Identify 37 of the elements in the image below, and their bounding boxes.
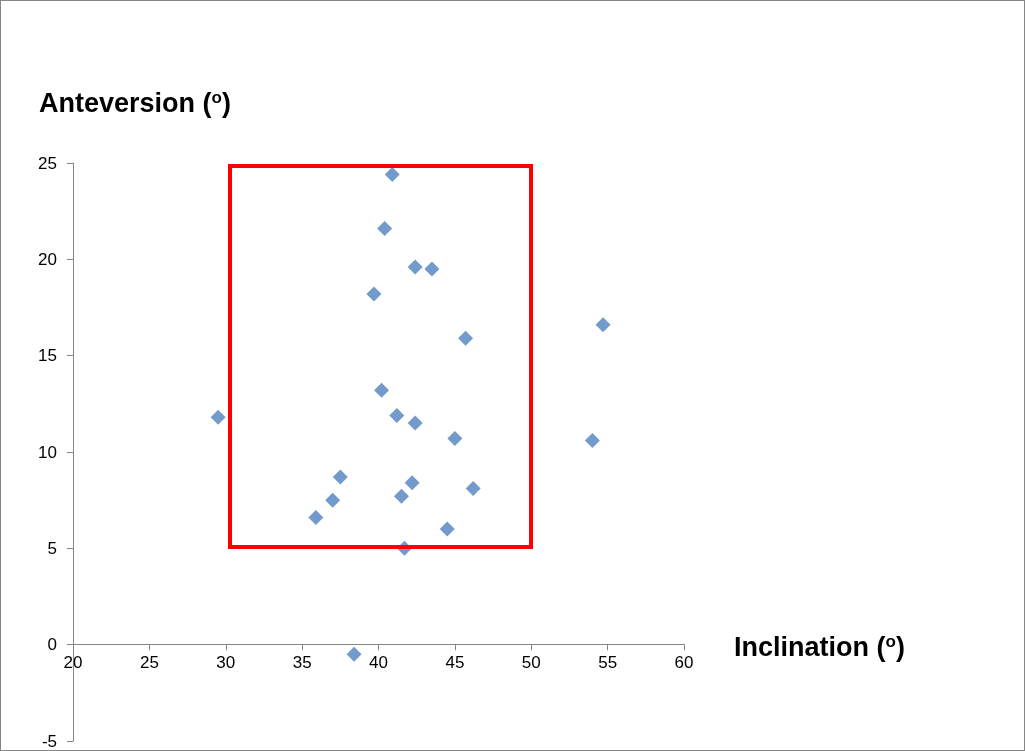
point <box>404 475 420 491</box>
x-tick-label: 35 <box>292 653 312 673</box>
point <box>332 469 348 485</box>
point <box>366 286 382 302</box>
point <box>447 431 463 447</box>
y-tick-label: 15 <box>38 346 57 366</box>
point <box>595 317 611 333</box>
point <box>377 221 393 237</box>
y-tick-label: 25 <box>38 153 57 173</box>
point <box>407 415 423 431</box>
x-tick-label: 45 <box>445 653 465 673</box>
point <box>308 510 324 526</box>
point <box>374 382 390 398</box>
point <box>407 259 423 275</box>
x-tick-label: 30 <box>216 653 236 673</box>
x-tick-label: 25 <box>139 653 159 673</box>
point <box>458 330 474 346</box>
point <box>210 409 226 425</box>
x-tick-label: 55 <box>598 653 618 673</box>
y-tick-label: 20 <box>38 249 57 269</box>
point <box>439 521 455 537</box>
point <box>325 492 341 508</box>
point <box>424 261 440 277</box>
point <box>389 407 405 423</box>
y-tick-label: -5 <box>41 731 57 751</box>
x-tick-label: 60 <box>674 653 694 673</box>
x-tick-label: 40 <box>369 653 388 673</box>
point <box>384 167 400 183</box>
y-tick-label: 5 <box>47 538 57 558</box>
y-tick-label: 0 <box>47 635 57 655</box>
point <box>465 481 481 497</box>
x-tick-label: 50 <box>521 653 541 673</box>
x-tick-label: 20 <box>63 653 83 673</box>
point <box>346 646 362 662</box>
point <box>393 488 409 504</box>
y-tick-label: 10 <box>38 442 57 462</box>
point <box>584 432 600 448</box>
